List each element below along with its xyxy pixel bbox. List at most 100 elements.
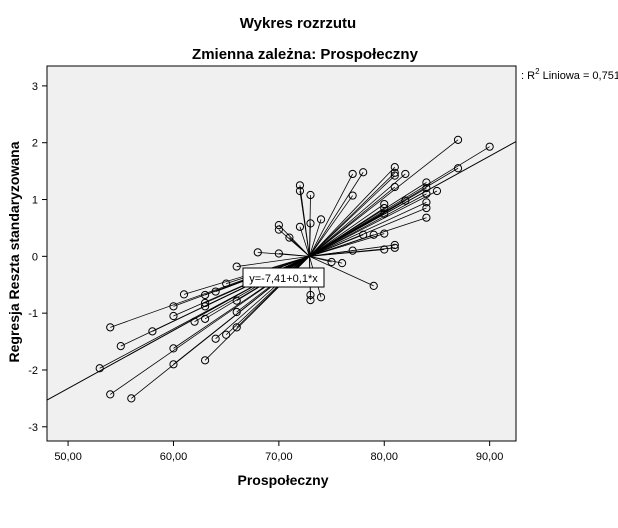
- data-point: [401, 196, 410, 205]
- x-tick-label: 60,00: [160, 451, 188, 463]
- y-tick-label: -3: [28, 422, 38, 434]
- centroid-spoke: [309, 166, 396, 257]
- centroid-spoke: [309, 202, 427, 257]
- centroid-spoke: [173, 255, 310, 317]
- data-point: [390, 243, 399, 252]
- data-point: [432, 186, 442, 196]
- data-point: [380, 229, 389, 238]
- data-point: [211, 334, 220, 343]
- centroid-spoke: [309, 194, 311, 257]
- fit-equation-box-frame: [242, 267, 325, 288]
- data-point: [222, 330, 231, 339]
- centroid-spoke: [309, 195, 353, 257]
- data-point: [148, 327, 157, 336]
- centroid-spoke: [309, 173, 353, 257]
- data-point: [200, 356, 210, 365]
- data-point: [200, 298, 210, 308]
- data-point: [348, 191, 357, 200]
- data-point: [422, 213, 431, 222]
- data-point: [390, 240, 399, 250]
- data-point: [232, 307, 241, 317]
- data-point: [453, 164, 463, 173]
- centroid-spoke: [309, 139, 459, 257]
- centroid-spoke: [309, 234, 364, 257]
- centroid-spoke: [204, 255, 310, 320]
- centroid-spoke: [309, 172, 364, 257]
- data-point: [327, 257, 336, 267]
- data-point: [359, 168, 368, 177]
- data-point: [222, 279, 231, 288]
- x-axis: 50,00 60,00 70,00 80,00 90,00: [54, 441, 503, 463]
- data-point: [338, 259, 347, 268]
- data-point: [348, 169, 357, 179]
- data-point: [453, 135, 463, 144]
- centroid-spoke: [309, 255, 374, 287]
- x-axis-title: Prospołeczny: [237, 472, 328, 488]
- centroid-spoke: [289, 237, 310, 257]
- data-point: [169, 302, 178, 311]
- data-point: [485, 142, 494, 151]
- centroid-spoke: [194, 255, 310, 323]
- data-point: [390, 171, 399, 180]
- data-point: [401, 169, 410, 179]
- data-point: [253, 248, 262, 257]
- x-tick-label: 50,00: [54, 451, 82, 463]
- data-point: [422, 203, 431, 213]
- chart-title: Wykres rozrzutu: [240, 15, 356, 32]
- centroid-spoke: [309, 190, 438, 257]
- fit-legend-r: R: [527, 70, 535, 82]
- centroid-spoke: [309, 186, 396, 257]
- data-point: [359, 230, 368, 239]
- data-point: [390, 163, 399, 172]
- data-point: [179, 290, 189, 299]
- data-point: [295, 186, 305, 196]
- y-tick-label: 1: [32, 195, 38, 207]
- centroid-spoke: [299, 226, 310, 257]
- data-point: [348, 246, 357, 255]
- fit-legend-marker: :: [521, 70, 527, 82]
- y-tick-label: 2: [32, 138, 38, 150]
- fit-equation-box: y=-7,41+0,1*x: [242, 267, 325, 288]
- data-point: [169, 344, 178, 353]
- data-point: [422, 198, 431, 207]
- x-tick-label: 80,00: [370, 451, 398, 463]
- fit-legend-rest: Liniowa = 0,751: [540, 70, 618, 82]
- data-point: [295, 222, 305, 231]
- data-point: [380, 209, 389, 218]
- x-tick-label: 90,00: [476, 451, 504, 463]
- data-point: [274, 249, 283, 258]
- x-tick-label: 70,00: [265, 451, 293, 463]
- data-point: [200, 314, 210, 323]
- data-point: [200, 302, 210, 311]
- y-tick-label: -2: [28, 365, 38, 377]
- centroid-spoke: [309, 175, 396, 257]
- centroid-spoke: [309, 219, 322, 257]
- centroid-spoke: [309, 203, 385, 257]
- y-axis-title: Regresja Reszta standaryzowana: [6, 141, 22, 362]
- data-point: [316, 293, 326, 302]
- data-point: [380, 245, 389, 254]
- data-point: [316, 215, 326, 224]
- centroid-spoke: [236, 255, 310, 267]
- y-tick-label: -1: [28, 308, 38, 320]
- fit-legend-sup: 2: [535, 67, 540, 76]
- data-point: [274, 225, 283, 234]
- data-point: [306, 190, 315, 200]
- data-point: [306, 295, 315, 305]
- data-point: [380, 199, 389, 209]
- y-tick-label: 0: [32, 251, 38, 263]
- data-point: [369, 230, 378, 239]
- y-tick-label: 3: [32, 81, 38, 93]
- centroid-spoke: [309, 250, 353, 257]
- data-point: [369, 281, 378, 290]
- data-point: [190, 317, 199, 326]
- data-point: [211, 287, 220, 296]
- data-point: [295, 181, 305, 190]
- centroid-spoke: [278, 253, 310, 257]
- centroid-spoke: [299, 190, 310, 257]
- centroid-spoke: [309, 173, 406, 257]
- data-point: [306, 219, 315, 228]
- fit-equation-label: y=-7,41+0,1*x: [249, 273, 318, 285]
- data-point: [127, 394, 136, 403]
